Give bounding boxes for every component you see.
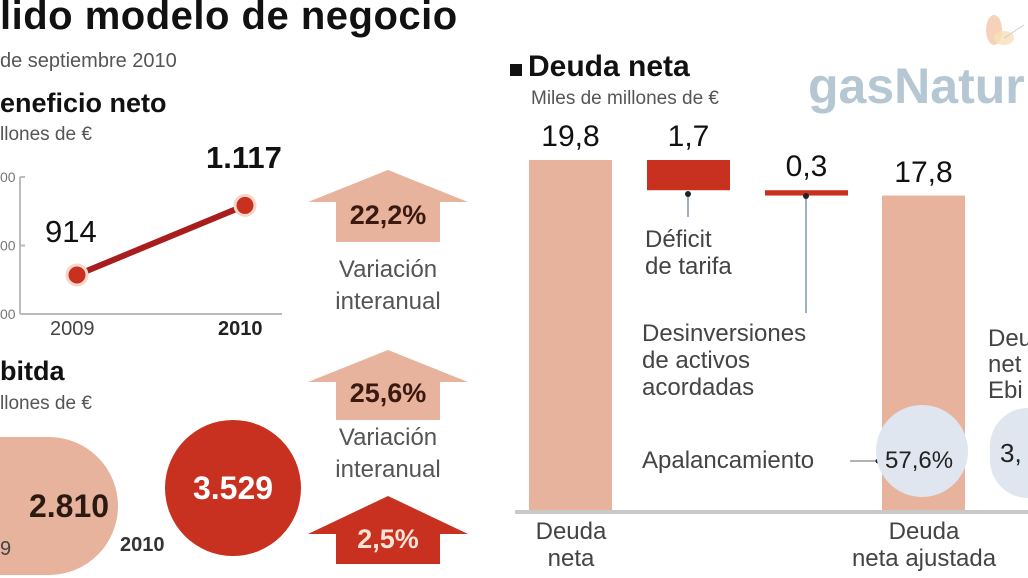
variation-label-line1: Variación [338, 424, 438, 451]
deficit-label: Déficit de tarifa [645, 226, 732, 280]
deuda-bar-0 [529, 160, 612, 512]
deficit-label-line2: de tarifa [645, 253, 732, 280]
deuda-bar-value-3: 17,8 [894, 155, 953, 189]
up-arrow-icon [308, 170, 468, 242]
ratio-label-line3: Ebi [988, 377, 1023, 404]
deficit-label-line1: Déficit [645, 226, 712, 253]
xlabel-line2: neta ajustada [851, 545, 997, 572]
deuda-title: Deuda neta [528, 50, 690, 83]
beneficio-unit: llones de € [0, 124, 92, 145]
beneficio-title: eneficio neto [0, 88, 167, 118]
y-tick-label: 00 [0, 306, 16, 322]
beneficio-year-2009: 2009 [50, 318, 95, 340]
variation-label-line1: Variación [338, 256, 438, 283]
beneficio-variation-label: Variación interanual [318, 254, 458, 318]
second-variation-arrow: 2,5% [308, 496, 468, 564]
ebitda-unit: llones de € [0, 393, 92, 414]
y-tick-label: 00 [0, 238, 16, 254]
ebitda-year-2010: 2010 [120, 534, 165, 556]
deuda-ebitda-label: Deu net Ebi [988, 326, 1028, 404]
beneficio-point-2010 [233, 193, 257, 217]
desinversion-connector-dot [803, 193, 809, 199]
desinv-label-line3: acordadas [642, 374, 755, 401]
apalancamiento-label: Apalancamiento [642, 447, 815, 474]
deuda-bar-value-1: 1,7 [667, 120, 710, 153]
ebitda-year-2009: 9 [0, 538, 12, 560]
infographic-title: lido modelo de negocio [0, 0, 458, 38]
deuda-bar-value-0: 19,8 [541, 120, 600, 153]
deuda-unit: Miles de millones de € [531, 88, 719, 109]
desinv-label-line1: Desinversiones [642, 320, 807, 347]
xlabel-line1: Deuda [888, 518, 960, 545]
deuda-ajustada-xlabel: Deuda neta ajustada [838, 518, 1010, 572]
deficit-connector-dot [685, 191, 691, 197]
ebitda-variation-value: 25,6% [349, 378, 427, 408]
desinversiones-label: Desinversiones de activos acordadas [642, 320, 806, 401]
xlabel-line1: Deuda [535, 518, 607, 545]
ebitda-variation-label: Variación interanual [318, 422, 458, 486]
y-tick-label: 00 [0, 169, 16, 185]
ebitda-value-2010: 3.529 [192, 469, 274, 506]
beneficio-label-2009: 914 [45, 214, 97, 249]
beneficio-variation-arrow: 22,2% [308, 170, 468, 242]
ratio-label-line1: Deu [988, 325, 1028, 352]
deuda-neta-xlabel: Deuda neta [528, 518, 614, 572]
infographic-subtitle: de septiembre 2010 [0, 50, 177, 72]
up-arrow-icon [308, 496, 468, 564]
beneficio-label-2010: 1.117 [206, 140, 282, 175]
deuda-bar-2 [765, 190, 848, 196]
apalancamiento-circle [876, 405, 968, 497]
variation-label-line2: interanual [335, 288, 441, 315]
up-arrow-icon [308, 350, 468, 420]
second-variation-value: 2,5% [357, 524, 419, 554]
apalancamiento-value: 57,6% [885, 447, 954, 474]
variation-label-line2: interanual [335, 456, 441, 483]
deuda-bar-1 [647, 160, 730, 191]
beneficio-variation-value: 22,2% [349, 200, 427, 230]
desinv-label-line2: de activos [642, 347, 751, 374]
beneficio-line-chart: 00 00 00 [0, 169, 282, 322]
deuda-bar-value-2: 0,3 [785, 150, 828, 184]
butterfly-logo-icon [986, 15, 1025, 45]
ebitda-variation-arrow: 25,6% [308, 350, 468, 420]
ebitda-title: bitda [0, 356, 65, 386]
beneficio-point-2009 [65, 263, 89, 287]
beneficio-series-line [75, 202, 247, 278]
deuda-ebitda-value: 3, [1000, 437, 1022, 468]
ebitda-circle-2010: 3.529 [165, 420, 301, 556]
ebitda-value-2009: 2.810 [28, 487, 110, 524]
gas-natural-logo: gasNatur [808, 58, 1025, 114]
xlabel-line2: neta [547, 545, 595, 572]
ratio-label-line2: net [988, 351, 1022, 378]
section-bullet-icon [510, 64, 522, 76]
beneficio-year-2010: 2010 [218, 318, 263, 340]
ebitda-circle-2009: 2.810 [0, 437, 118, 575]
